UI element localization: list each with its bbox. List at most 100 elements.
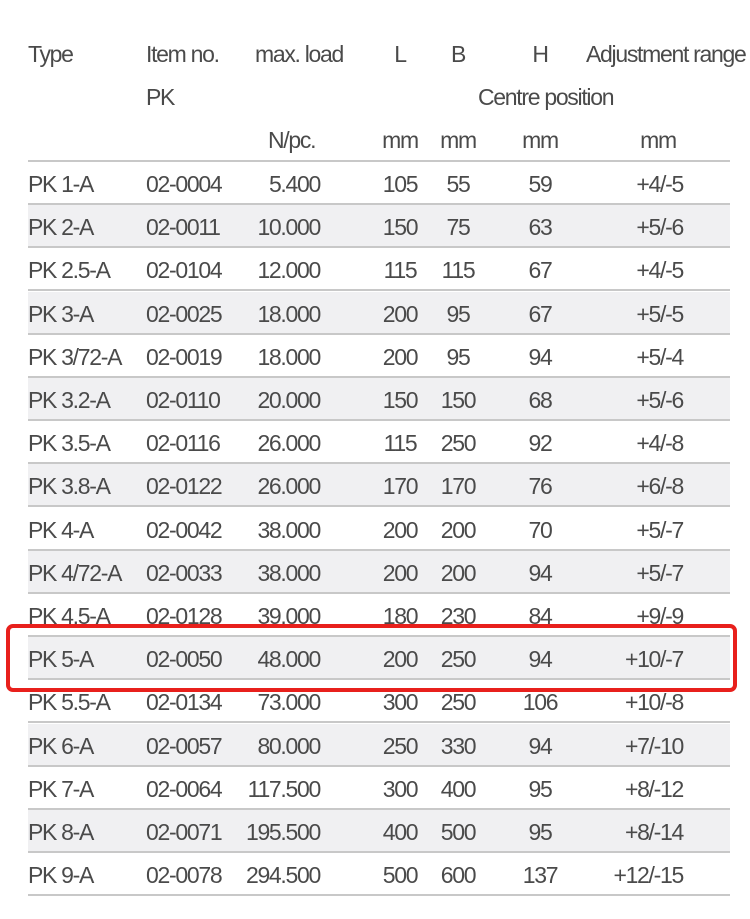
highlight-box [6, 624, 737, 692]
cell-l: 250 [382, 732, 419, 759]
cell-item-no: 02-0104 [146, 257, 223, 284]
unit-h: mm [522, 127, 559, 153]
header-h: H [532, 41, 549, 67]
cell-adjustment-range: +8/-14 [624, 819, 684, 845]
cell-item-no: 02-0050 [146, 646, 223, 673]
cell-type: PK 4-A [28, 516, 94, 543]
cell-item-no: 02-0122 [146, 473, 223, 500]
cell-item-no: 02-0004 [146, 171, 223, 197]
cell-item-no: 02-0025 [146, 300, 223, 327]
cell-b: 250 [440, 646, 477, 673]
header-item-no-sub: PK [146, 84, 175, 110]
cell-item-no: 02-0134 [146, 689, 223, 716]
cell-b: 150 [440, 387, 477, 413]
cell-l: 200 [382, 646, 419, 673]
cell-item-no: 02-0071 [146, 819, 223, 845]
header-type: Type [28, 41, 74, 67]
cell-max-load: 80.000 [257, 732, 321, 759]
cell-h: 67 [528, 257, 553, 284]
cell-type: PK 5.5-A [28, 689, 111, 716]
table-row: PK 3.8-A 02-0122 26.000 170 170 76 +6/-8 [28, 464, 730, 508]
cell-type: PK 6-A [28, 732, 94, 759]
cell-h: 94 [528, 343, 553, 370]
cell-max-load: 10.000 [257, 214, 321, 241]
cell-b: 95 [446, 343, 471, 370]
cell-item-no: 02-0011 [146, 214, 221, 241]
table-row: PK 9-A 02-0078 294.500 500 600 137 +12/-15 [28, 853, 730, 897]
cell-h: 95 [528, 819, 553, 845]
cell-h: 94 [528, 559, 553, 586]
cell-adjustment-range: +5/-7 [636, 516, 684, 543]
cell-b: 55 [446, 171, 471, 197]
cell-b: 250 [440, 430, 477, 457]
cell-adjustment-range: +8/-12 [624, 775, 684, 802]
cell-item-no: 02-0064 [146, 775, 223, 802]
unit-l: mm [382, 127, 419, 153]
cell-l: 170 [382, 473, 419, 500]
table-row: PK 5.5-A 02-0134 73.000 300 250 106 +10/-8 [28, 680, 730, 724]
unit-adjustment: mm [640, 127, 677, 153]
cell-l: 200 [382, 516, 419, 543]
unit-max-load: N/pc. [268, 127, 316, 153]
header-max-load: max. load [255, 41, 344, 67]
cell-max-load: 38.000 [257, 516, 321, 543]
cell-adjustment-range: +4/-5 [636, 171, 684, 197]
cell-b: 250 [440, 689, 477, 716]
cell-l: 500 [382, 862, 419, 889]
cell-max-load: 12.000 [257, 257, 321, 284]
cell-max-load: 117.500 [247, 775, 322, 802]
cell-l: 115 [383, 257, 418, 284]
cell-type: PK 2.5-A [28, 257, 111, 284]
cell-max-load: 26.000 [257, 473, 321, 500]
header-adjustment-range: Adjustment range [586, 41, 747, 67]
cell-type: PK 9-A [28, 862, 94, 889]
cell-h: 94 [528, 732, 553, 759]
cell-h: 70 [528, 516, 553, 543]
cell-l: 300 [382, 689, 419, 716]
cell-max-load: 18.000 [257, 300, 321, 327]
cell-item-no: 02-0033 [146, 559, 223, 586]
table-row: PK 3/72-A 02-0019 18.000 200 95 94 +5/-4 [28, 335, 730, 378]
cell-adjustment-range: +6/-8 [636, 473, 684, 500]
cell-b: 330 [440, 732, 477, 759]
cell-adjustment-range: +7/-10 [624, 732, 684, 759]
cell-max-load: 73.000 [257, 689, 321, 716]
table-row: PK 3.5-A 02-0116 26.000 115 250 92 +4/-8 [28, 421, 730, 465]
cell-max-load: 38.000 [257, 559, 321, 586]
cell-max-load: 5.400 [268, 171, 321, 197]
cell-l: 105 [382, 171, 419, 197]
table-header: Type Item no. PK max. load L B H Adjustm… [0, 0, 750, 160]
cell-item-no: 02-0110 [146, 387, 221, 413]
cell-max-load: 18.000 [257, 343, 321, 370]
cell-item-no: 02-0042 [146, 516, 223, 543]
cell-l: 400 [382, 819, 419, 845]
cell-h: 76 [528, 473, 553, 500]
cell-item-no: 02-0019 [146, 343, 223, 370]
cell-h: 95 [528, 775, 553, 802]
table-row: PK 2-A 02-0011 10.000 150 75 63 +5/-6 [28, 205, 730, 249]
cell-l: 200 [382, 559, 419, 586]
cell-adjustment-range: +5/-6 [636, 214, 684, 241]
cell-b: 500 [440, 819, 477, 845]
cell-b: 115 [441, 257, 476, 284]
cell-type: PK 1-A [28, 171, 94, 197]
cell-h: 67 [528, 300, 553, 327]
cell-type: PK 4/72-A [28, 559, 122, 586]
header-divider [28, 160, 730, 162]
cell-type: PK 5-A [28, 646, 94, 673]
table-row: PK 1-A 02-0004 5.400 105 55 59 +4/-5 [28, 162, 730, 205]
cell-b: 170 [440, 473, 477, 500]
cell-type: PK 3-A [28, 300, 94, 327]
cell-adjustment-range: +12/-15 [613, 862, 684, 889]
cell-b: 200 [440, 559, 477, 586]
cell-h: 137 [522, 862, 559, 889]
header-centre-position: Centre position [478, 84, 615, 110]
header-item-no: Item no. [146, 41, 220, 67]
cell-adjustment-range: +4/-5 [636, 257, 684, 284]
unit-b: mm [440, 127, 477, 153]
cell-adjustment-range: +5/-7 [636, 559, 684, 586]
cell-l: 200 [382, 343, 419, 370]
table-row: PK 4/72-A 02-0033 38.000 200 200 94 +5/-7 [28, 550, 730, 594]
cell-b: 400 [440, 775, 477, 802]
table-row: PK 3.2-A 02-0110 20.000 150 150 68 +5/-6 [28, 378, 730, 421]
